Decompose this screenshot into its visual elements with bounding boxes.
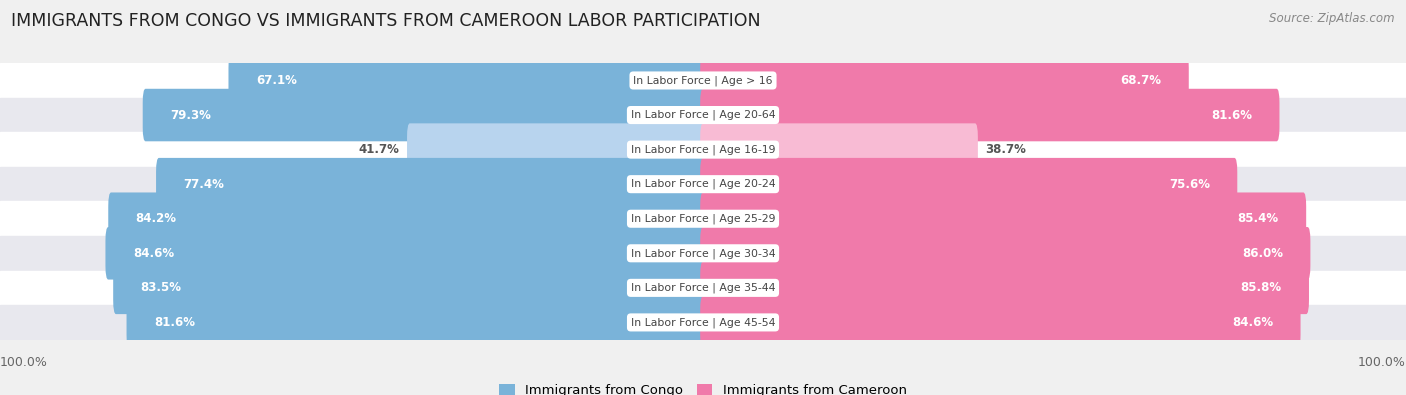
Text: 85.4%: 85.4%	[1237, 212, 1279, 225]
Text: 75.6%: 75.6%	[1168, 178, 1209, 191]
Text: 84.6%: 84.6%	[1232, 316, 1272, 329]
Text: Source: ZipAtlas.com: Source: ZipAtlas.com	[1270, 12, 1395, 25]
Bar	[0, 98, 1406, 132]
Bar	[0, 132, 1406, 167]
Text: In Labor Force | Age 20-24: In Labor Force | Age 20-24	[631, 179, 775, 190]
Text: 100.0%: 100.0%	[1358, 356, 1406, 369]
FancyBboxPatch shape	[228, 54, 706, 107]
FancyBboxPatch shape	[700, 89, 1279, 141]
Text: 38.7%: 38.7%	[986, 143, 1026, 156]
Text: In Labor Force | Age 35-44: In Labor Force | Age 35-44	[631, 282, 775, 293]
Bar	[0, 305, 1406, 340]
Text: In Labor Force | Age 25-29: In Labor Force | Age 25-29	[631, 213, 775, 224]
Bar	[0, 236, 1406, 271]
Text: 84.6%: 84.6%	[134, 247, 174, 260]
Text: 85.8%: 85.8%	[1240, 281, 1282, 294]
Text: 79.3%: 79.3%	[170, 109, 211, 122]
FancyBboxPatch shape	[408, 123, 706, 176]
Text: In Labor Force | Age 20-64: In Labor Force | Age 20-64	[631, 110, 775, 120]
Text: In Labor Force | Age 30-34: In Labor Force | Age 30-34	[631, 248, 775, 259]
FancyBboxPatch shape	[700, 192, 1306, 245]
Text: In Labor Force | Age > 16: In Labor Force | Age > 16	[633, 75, 773, 86]
Text: 81.6%: 81.6%	[1211, 109, 1253, 122]
Text: In Labor Force | Age 16-19: In Labor Force | Age 16-19	[631, 144, 775, 155]
Bar	[0, 271, 1406, 305]
Text: 77.4%: 77.4%	[183, 178, 225, 191]
Text: In Labor Force | Age 45-54: In Labor Force | Age 45-54	[631, 317, 775, 328]
FancyBboxPatch shape	[108, 192, 706, 245]
Text: 67.1%: 67.1%	[256, 74, 297, 87]
Legend: Immigrants from Congo, Immigrants from Cameroon: Immigrants from Congo, Immigrants from C…	[494, 378, 912, 395]
Text: 86.0%: 86.0%	[1241, 247, 1282, 260]
FancyBboxPatch shape	[700, 54, 1189, 107]
Bar	[0, 63, 1406, 98]
Text: 41.7%: 41.7%	[359, 143, 399, 156]
FancyBboxPatch shape	[142, 89, 706, 141]
FancyBboxPatch shape	[112, 261, 706, 314]
Text: IMMIGRANTS FROM CONGO VS IMMIGRANTS FROM CAMEROON LABOR PARTICIPATION: IMMIGRANTS FROM CONGO VS IMMIGRANTS FROM…	[11, 12, 761, 30]
Text: 68.7%: 68.7%	[1121, 74, 1161, 87]
Text: 81.6%: 81.6%	[155, 316, 195, 329]
FancyBboxPatch shape	[156, 158, 706, 211]
FancyBboxPatch shape	[700, 158, 1237, 211]
Text: 100.0%: 100.0%	[0, 356, 48, 369]
FancyBboxPatch shape	[700, 261, 1309, 314]
Text: 84.2%: 84.2%	[135, 212, 177, 225]
FancyBboxPatch shape	[700, 123, 979, 176]
FancyBboxPatch shape	[105, 227, 706, 280]
Bar	[0, 201, 1406, 236]
Text: 83.5%: 83.5%	[141, 281, 181, 294]
Bar	[0, 167, 1406, 201]
FancyBboxPatch shape	[700, 227, 1310, 280]
FancyBboxPatch shape	[700, 296, 1301, 349]
FancyBboxPatch shape	[127, 296, 706, 349]
